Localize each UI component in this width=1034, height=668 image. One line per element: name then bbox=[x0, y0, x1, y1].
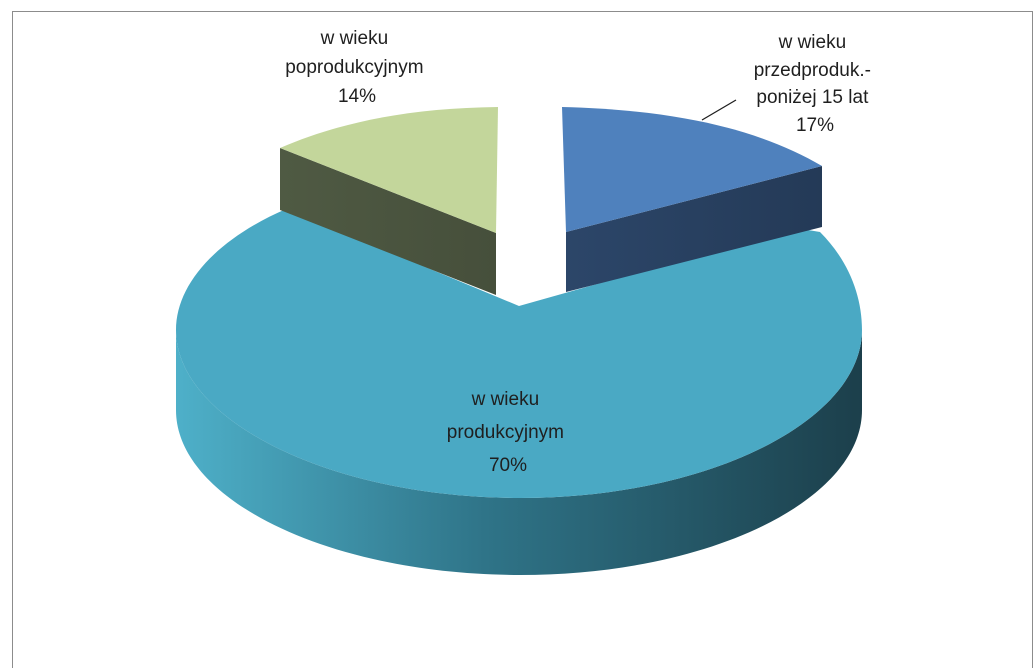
data-label-produkcyjny: w wieku produkcyjnym 70% bbox=[447, 389, 570, 476]
data-label-line: poprodukcyjnym bbox=[285, 57, 423, 78]
data-label-poprodukcyjny: w wieku poprodukcyjnym 14% bbox=[285, 28, 429, 107]
data-labels: w wieku przedproduk.- poniżej 15 lat 17%… bbox=[285, 28, 877, 476]
slice-poprodukcyjny-side bbox=[280, 148, 496, 295]
data-label-line: w wieku bbox=[471, 389, 540, 410]
data-label-line: w wieku bbox=[778, 32, 847, 53]
data-label-value: 17% bbox=[796, 115, 834, 136]
slice-przedprodukcyjny bbox=[562, 107, 822, 232]
data-label-value: 70% bbox=[489, 455, 527, 476]
slice-produkcyjny bbox=[176, 209, 862, 498]
data-label-line: w wieku bbox=[320, 28, 389, 49]
leader-line-przedprodukcyjny bbox=[701, 99, 737, 121]
data-label-przedprodukcyjny: w wieku przedproduk.- poniżej 15 lat 17% bbox=[754, 32, 877, 136]
slice-poprodukcyjny bbox=[280, 107, 498, 233]
data-label-value: 14% bbox=[338, 86, 376, 107]
slice-produkcyjny-side bbox=[176, 330, 862, 575]
data-label-line: produkcyjnym bbox=[447, 422, 564, 443]
slice-przedprodukcyjny-side bbox=[566, 166, 822, 292]
data-label-line: przedproduk.- bbox=[754, 60, 871, 81]
pie-slices bbox=[176, 107, 862, 575]
data-label-line: poniżej 15 lat bbox=[756, 87, 869, 108]
